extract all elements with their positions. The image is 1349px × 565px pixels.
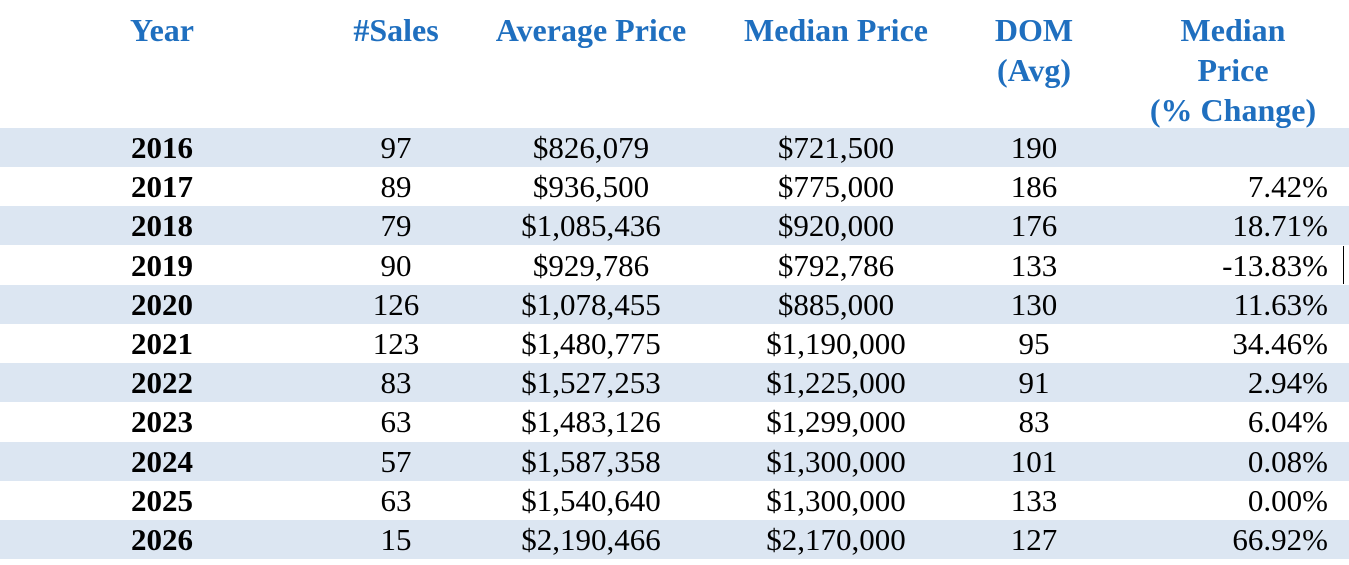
cell-median-price: $721,500 bbox=[777, 130, 895, 165]
table-row: 2026 15 $2,190,466 $2,170,000 127 66.92% bbox=[0, 520, 1349, 559]
cell-dom: 190 bbox=[1010, 130, 1058, 165]
cell-average-price: $1,483,126 bbox=[521, 404, 661, 440]
cell-sales: 63 bbox=[380, 404, 412, 440]
table-row: 2018 79 $1,085,436 $920,000 176 18.71% bbox=[0, 206, 1349, 246]
cell-dom: 83 bbox=[1018, 404, 1050, 440]
column-header-year: Year bbox=[92, 10, 232, 50]
cell-average-price: $1,480,775 bbox=[521, 326, 661, 361]
cell-average-price: $1,527,253 bbox=[521, 365, 661, 401]
cell-median-price: $1,300,000 bbox=[766, 482, 906, 518]
cell-year: 2021 bbox=[131, 326, 193, 361]
cell-median-price-change: 11.63% bbox=[1233, 286, 1328, 322]
column-header-pct-line1: Median bbox=[1180, 12, 1286, 48]
column-header-pct-line2: Price bbox=[1197, 52, 1269, 88]
cell-year: 2016 bbox=[131, 130, 193, 165]
cell-average-price: $826,079 bbox=[532, 130, 650, 165]
table-row: 2016 97 $826,079 $721,500 190 bbox=[0, 128, 1349, 167]
column-header-dom: DOM (Avg) bbox=[974, 10, 1094, 90]
cell-year: 2018 bbox=[131, 208, 193, 244]
cell-average-price: $1,078,455 bbox=[521, 286, 661, 322]
cell-sales: 83 bbox=[380, 365, 412, 401]
table-header-row: Year #Sales Average Price Median Price D… bbox=[0, 0, 1349, 129]
cell-year: 2020 bbox=[131, 286, 193, 322]
column-header-year-label: Year bbox=[130, 12, 194, 48]
cell-average-price: $2,190,466 bbox=[521, 522, 661, 557]
cell-dom: 127 bbox=[1010, 522, 1058, 557]
cell-median-price: $1,225,000 bbox=[766, 365, 906, 401]
cell-median-price: $2,170,000 bbox=[766, 522, 906, 557]
column-header-sales: #Sales bbox=[336, 10, 456, 50]
cell-dom: 130 bbox=[1010, 286, 1058, 322]
table-row: 2021 123 $1,480,775 $1,190,000 95 34.46% bbox=[0, 324, 1349, 363]
cell-median-price-change: 66.92% bbox=[1232, 522, 1328, 557]
cell-sales: 90 bbox=[380, 247, 412, 283]
cell-sales: 63 bbox=[380, 482, 412, 518]
cell-median-price: $792,786 bbox=[777, 247, 895, 283]
cell-median-price-change bbox=[1128, 128, 1328, 167]
table-row: 2025 63 $1,540,640 $1,300,000 133 0.00% bbox=[0, 481, 1349, 520]
cell-median-price-change: 18.71% bbox=[1232, 208, 1328, 244]
cell-average-price: $936,500 bbox=[532, 169, 650, 205]
cell-median-price: $775,000 bbox=[777, 169, 895, 205]
cell-dom: 133 bbox=[1010, 247, 1058, 283]
cell-median-price: $1,190,000 bbox=[766, 326, 906, 361]
column-header-dom-line2: (Avg) bbox=[996, 52, 1072, 88]
cell-sales: 89 bbox=[380, 169, 412, 205]
cell-dom: 176 bbox=[1010, 208, 1058, 244]
cell-dom: 91 bbox=[1018, 365, 1050, 401]
column-header-median-price: Median Price bbox=[730, 10, 942, 50]
cell-year: 2023 bbox=[131, 404, 193, 440]
cell-median-price: $885,000 bbox=[777, 286, 895, 322]
cell-median-price-change: 0.00% bbox=[1247, 482, 1328, 518]
cell-dom: 186 bbox=[1010, 169, 1058, 205]
column-header-sales-label: #Sales bbox=[353, 12, 439, 48]
cell-sales: 79 bbox=[380, 208, 412, 244]
cell-dom: 95 bbox=[1018, 326, 1050, 361]
cell-median-price: $1,300,000 bbox=[766, 443, 906, 479]
cell-median-price-change: 2.94% bbox=[1247, 365, 1328, 401]
cell-year: 2024 bbox=[131, 443, 193, 479]
cell-median-price: $1,299,000 bbox=[766, 404, 906, 440]
cell-median-price-change: 6.04% bbox=[1247, 404, 1328, 440]
cell-average-price: $1,540,640 bbox=[521, 482, 661, 518]
cell-sales: 126 bbox=[372, 286, 420, 322]
cell-sales: 123 bbox=[372, 326, 420, 361]
column-header-median-price-change: Median Price (% Change) bbox=[1128, 10, 1338, 130]
cell-average-price: $1,587,358 bbox=[521, 443, 661, 479]
cell-average-price: $1,085,436 bbox=[521, 208, 661, 244]
table-row: 2024 57 $1,587,358 $1,300,000 101 0.08% bbox=[0, 441, 1349, 481]
column-header-pct-line3: (% Change) bbox=[1149, 92, 1317, 128]
cell-sales: 15 bbox=[380, 522, 412, 557]
column-header-average-price-label: Average Price bbox=[495, 12, 687, 48]
cell-year: 2022 bbox=[131, 365, 193, 401]
cell-sales: 97 bbox=[380, 130, 412, 165]
column-header-dom-line1: DOM bbox=[994, 12, 1074, 48]
cell-median-price-change: 7.42% bbox=[1247, 169, 1328, 205]
cell-dom: 133 bbox=[1010, 482, 1058, 518]
cell-median-price-change: 0.08% bbox=[1247, 443, 1328, 479]
cell-average-price: $929,786 bbox=[532, 247, 650, 283]
table-row: 2022 83 $1,527,253 $1,225,000 91 2.94% bbox=[0, 363, 1349, 403]
table-row: 2020 126 $1,078,455 $885,000 130 11.63% bbox=[0, 284, 1349, 324]
column-header-average-price: Average Price bbox=[480, 10, 702, 50]
table-row: 2023 63 $1,483,126 $1,299,000 83 6.04% bbox=[0, 402, 1349, 441]
edge-tick-mark bbox=[1343, 246, 1344, 284]
column-header-median-price-label: Median Price bbox=[744, 12, 928, 48]
cell-year: 2025 bbox=[131, 482, 193, 518]
cell-median-price: $920,000 bbox=[777, 208, 895, 244]
cell-year: 2017 bbox=[131, 169, 193, 205]
cell-sales: 57 bbox=[380, 443, 412, 479]
cell-median-price-change: -13.83% bbox=[1222, 247, 1328, 283]
cell-year: 2026 bbox=[131, 522, 193, 557]
cell-median-price-change: 34.46% bbox=[1232, 326, 1328, 361]
cell-year: 2019 bbox=[131, 247, 193, 283]
table-row: 2017 89 $936,500 $775,000 186 7.42% bbox=[0, 167, 1349, 206]
table-row: 2019 90 $929,786 $792,786 133 -13.83% bbox=[0, 246, 1349, 285]
cell-dom: 101 bbox=[1010, 443, 1058, 479]
